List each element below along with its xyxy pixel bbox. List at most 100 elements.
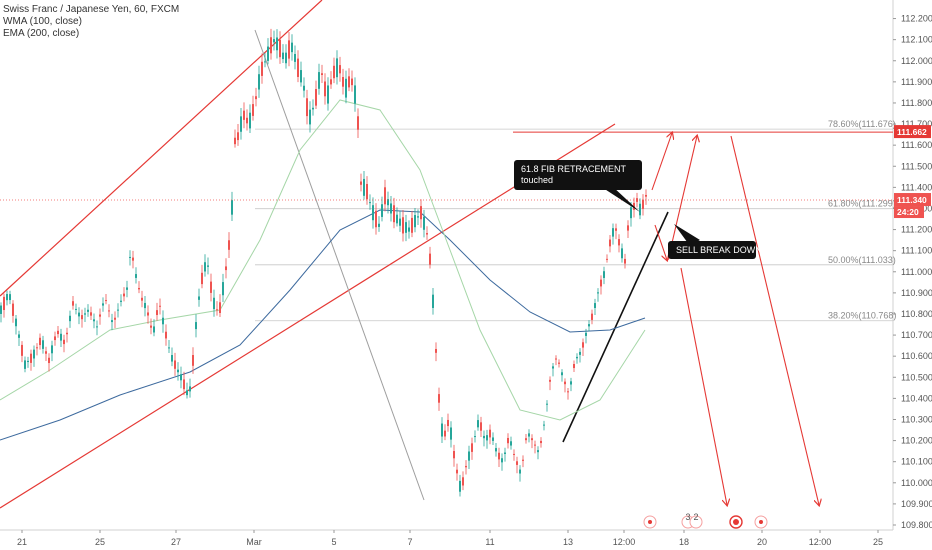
candle-body [552,366,554,369]
candle-body [93,319,95,322]
fib-level-label: 78.60%(111.676) [828,119,896,129]
candle-body [195,322,197,330]
candle-body [57,330,59,335]
candle-body [573,364,575,369]
candle-body [219,302,221,314]
candle-body [63,339,65,345]
candle-body [54,336,56,341]
candle-body [342,77,344,87]
candle-body [60,333,62,341]
price-tick-label: 109.800 [901,520,932,530]
candle-body [282,52,284,60]
candle-body [147,312,149,316]
candle-body [237,132,239,141]
candle-body [444,430,446,437]
candle-body [624,258,626,264]
candle-body [516,461,518,465]
candle-body [402,217,404,234]
candle-body [150,325,152,328]
candle-body [429,253,431,265]
candle-body [630,207,632,219]
candle-body [15,318,17,327]
candle-body [396,214,398,224]
candle-body [315,89,317,106]
candle-body [174,360,176,369]
candle-body [570,381,572,385]
candle-body [618,239,620,246]
candle-body [39,337,41,346]
candle-body [615,228,617,231]
candle-body [588,324,590,327]
candle-body [153,326,155,333]
price-tick-label: 111.800 [901,98,932,108]
candle-body [255,96,257,100]
candle-body [171,355,173,362]
candle-body [165,331,167,339]
candle-body [480,422,482,431]
candle-body [534,444,536,446]
candle-body [594,303,596,309]
candle-body [228,240,230,250]
candle-body [363,178,365,196]
candle-body [456,469,458,474]
candle-body [423,216,425,230]
candle-body [273,39,275,43]
candle-body [78,312,80,317]
candle-body [258,74,260,90]
candle-body [357,116,359,130]
candle-body [372,205,374,221]
candle-body [159,305,161,307]
candle-body [417,216,419,218]
candle-body [270,37,272,54]
time-tick-label: 21 [17,537,27,547]
candle-body [561,372,563,376]
candle-body [408,227,410,232]
candle-body [288,40,290,59]
price-tick-label: 112.100 [901,35,932,45]
candle-body [621,248,623,259]
candle-body [360,181,362,185]
candle-body [294,53,296,62]
candle-body [45,351,47,354]
sell-callout-box [668,241,756,259]
sell-callout-label: SELL BREAK DOWN [676,245,762,255]
candle-body [477,420,479,428]
time-tick-label: 25 [95,537,105,547]
candle-body [318,72,320,89]
price-tick-label: 110.900 [901,288,932,298]
candle-body [216,309,218,311]
candle-body [126,287,128,290]
candle-body [426,233,428,235]
candle-body [540,440,542,444]
candle-body [522,459,524,461]
sell-callout-pointer [674,224,700,246]
candle-body [222,282,224,296]
candle-body [84,313,86,315]
price-tick-label: 110.700 [901,330,932,340]
price-tick-label: 111.900 [901,77,932,87]
chart-title: Swiss Franc / Japanese Yen, 60, FXCM [3,4,180,15]
time-tick-label: 12:00 [809,537,832,547]
projection-arrow [651,133,672,191]
candle-body [168,347,170,349]
candle-body [144,302,146,309]
candle-body [135,274,137,278]
candle-body [24,360,26,369]
candle-body [339,65,341,74]
candle-body [642,199,644,209]
indicator-ema: EMA (200, close) [3,28,80,39]
candle-body [369,202,371,204]
candle-body [609,239,611,247]
projection-arrow [654,224,667,260]
price-tick-label: 110.800 [901,309,932,319]
candle-body [351,78,353,86]
event-marker-count: 3 [685,512,690,522]
candle-body [75,308,77,310]
candle-body [366,183,368,200]
candle-body [507,437,509,444]
candle-body [465,465,467,468]
candle-body [141,297,143,301]
candle-body [249,112,251,129]
candle-body [102,303,104,306]
